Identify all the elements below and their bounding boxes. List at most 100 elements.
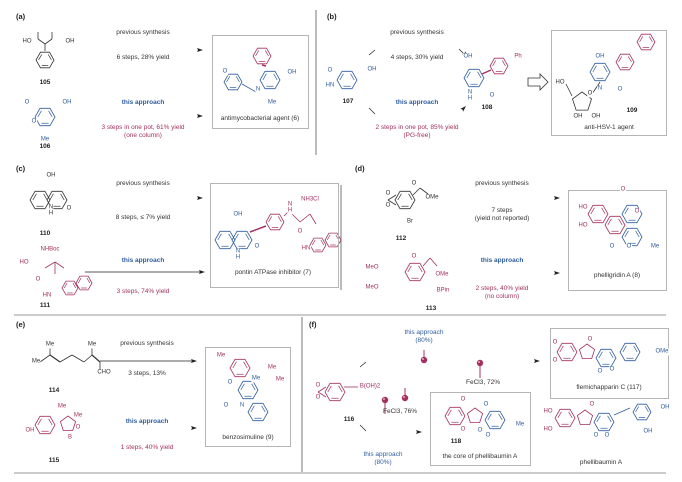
atom-label: Me xyxy=(515,421,525,429)
product-name: antimycobacterial agent (6) xyxy=(220,115,300,122)
double-bond xyxy=(559,345,564,353)
double-bond xyxy=(232,361,237,369)
double-bond xyxy=(243,361,248,369)
product-name: pontin ATPase inhibitor (7) xyxy=(234,269,312,276)
pin-head xyxy=(381,396,389,404)
double-bond xyxy=(217,233,222,241)
compound-number: 107 xyxy=(342,98,354,105)
atom-label: O xyxy=(315,382,321,390)
double-bond xyxy=(228,233,233,241)
bond xyxy=(83,354,93,363)
product-name: anti-HSV-1 agent xyxy=(584,124,634,131)
this-conditions: 3 steps in one pot, 61% yield xyxy=(101,124,185,131)
previous-conditions: 3 steps, 13% xyxy=(128,370,166,377)
atom-label: O xyxy=(609,243,615,251)
atom-label: Me xyxy=(650,243,660,251)
double-bond xyxy=(618,56,623,63)
atom-label: O xyxy=(552,339,558,347)
double-bond xyxy=(487,413,492,421)
atom-label: Me xyxy=(87,341,97,349)
double-bond xyxy=(590,207,595,215)
atom-label: O xyxy=(327,67,333,75)
double-bond xyxy=(37,110,42,118)
double-bond xyxy=(607,415,612,423)
atom-label: O xyxy=(587,90,593,98)
bond xyxy=(241,83,257,93)
bond xyxy=(299,213,311,223)
double-bond xyxy=(607,218,612,226)
atom-label: N xyxy=(48,204,54,212)
atom-label: Me xyxy=(275,376,285,384)
double-bond xyxy=(48,110,53,118)
ring xyxy=(636,33,656,51)
double-bond xyxy=(245,233,250,241)
pin-highlight xyxy=(422,358,424,360)
double-bond xyxy=(447,409,452,417)
pin-head xyxy=(476,359,484,367)
previous-conditions: 7 steps xyxy=(491,207,513,214)
compound-number: 105 xyxy=(39,79,51,86)
atom-label: O xyxy=(31,118,37,126)
double-bond xyxy=(63,282,68,289)
atom-label: O xyxy=(75,424,81,432)
atom-label: H xyxy=(287,207,293,215)
ring xyxy=(589,62,611,82)
bond xyxy=(309,213,317,225)
ring xyxy=(35,51,55,69)
atom-label: Ph xyxy=(513,53,523,61)
atom-label: Me xyxy=(40,136,50,144)
atom-label: O xyxy=(66,205,72,213)
bond xyxy=(317,391,327,398)
double-bond xyxy=(624,230,629,238)
atom-label: MeO xyxy=(364,264,380,272)
double-bond xyxy=(618,218,623,226)
double-bond xyxy=(86,277,91,284)
atom-label: O xyxy=(593,432,599,440)
pin-head xyxy=(401,394,409,402)
atom-label: NHBoc xyxy=(39,246,61,254)
atom-label: O xyxy=(552,357,558,365)
ring xyxy=(247,402,269,422)
double-bond xyxy=(48,418,53,426)
double-bond xyxy=(32,193,37,201)
ring xyxy=(554,408,576,428)
atom-label: HN xyxy=(301,245,311,253)
double-bond xyxy=(601,207,606,215)
ring xyxy=(578,343,596,359)
atom-label: O xyxy=(477,427,483,435)
double-bond xyxy=(37,418,42,426)
ring xyxy=(619,342,641,362)
this-approach-label: this approach xyxy=(404,329,444,336)
product-box-7 xyxy=(210,183,339,288)
double-bond xyxy=(60,193,65,201)
pin-head xyxy=(420,356,428,364)
double-bond xyxy=(38,54,43,61)
ring xyxy=(265,213,285,231)
atom-label: OH xyxy=(287,69,297,77)
atom-label: O xyxy=(411,180,417,188)
bond xyxy=(412,187,421,196)
bond xyxy=(429,257,438,267)
atom-label: O xyxy=(620,186,626,194)
atom-label: N xyxy=(287,201,293,209)
ring xyxy=(444,406,466,426)
atom-label: O xyxy=(485,432,491,440)
double-bond xyxy=(458,409,463,417)
atom-label: O xyxy=(227,379,233,387)
bond xyxy=(39,354,51,363)
this-approach-yield: (80%) xyxy=(374,459,392,466)
product-name: benzosimuline (9) xyxy=(222,434,274,441)
compound-number: 114 xyxy=(48,387,60,394)
compound-number: 106 xyxy=(39,143,51,150)
atom-label: Me xyxy=(45,341,55,349)
atom-label: H xyxy=(48,210,54,218)
bond xyxy=(44,38,53,45)
this-conditions: 2 steps in one pot, 85% yield xyxy=(375,124,459,131)
atom-label: O xyxy=(222,68,228,76)
atom-label: O xyxy=(634,208,640,216)
arrow-head xyxy=(197,196,203,200)
atom-label: O xyxy=(223,402,229,410)
atom-label: OH xyxy=(660,404,670,412)
atom-label: O xyxy=(411,253,417,261)
